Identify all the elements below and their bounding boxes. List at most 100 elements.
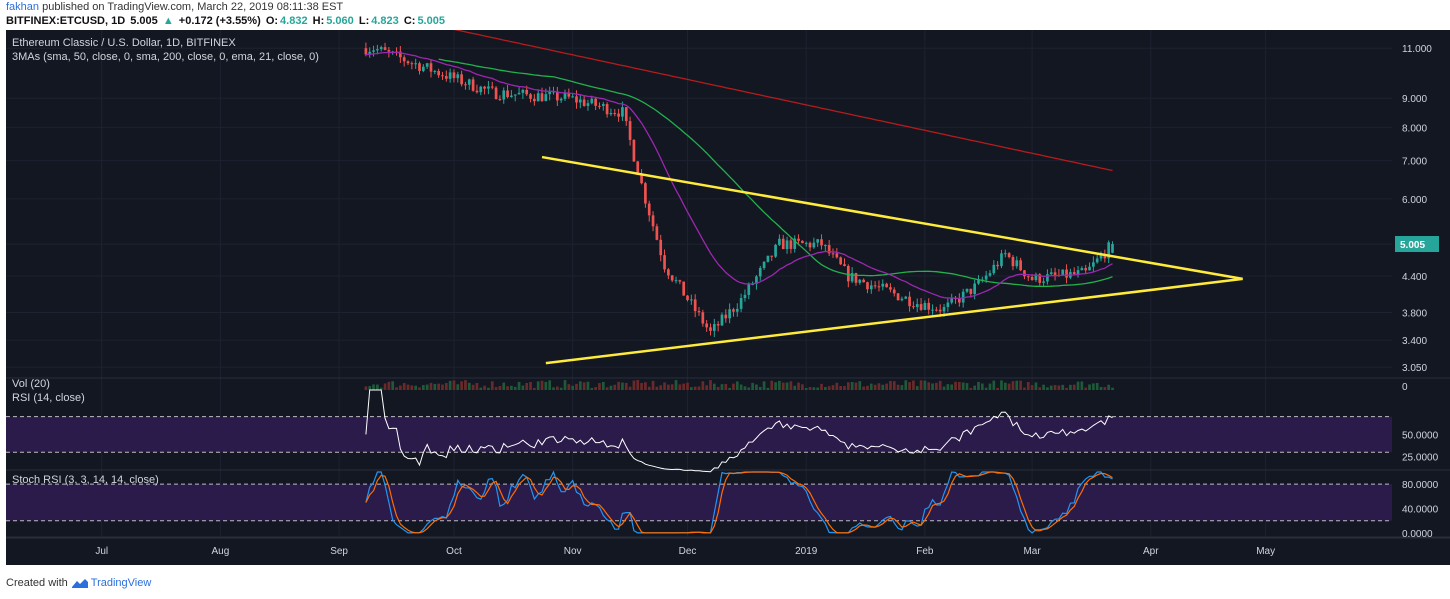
volume-bar — [716, 386, 720, 390]
volume-bar — [621, 382, 624, 390]
candle-body — [490, 86, 494, 88]
tradingview-link[interactable]: TradingView — [90, 577, 152, 589]
volume-bar — [636, 380, 640, 390]
volume-bar — [425, 384, 429, 390]
volume-bar — [705, 385, 708, 390]
price-change: +0.172 (+3.55%) — [178, 15, 261, 27]
volume-bar — [663, 382, 666, 390]
volume-bar — [391, 381, 395, 390]
volume-bar — [552, 387, 555, 390]
volume-bar — [954, 381, 957, 390]
volume-bar — [632, 380, 636, 390]
volume-bar — [418, 387, 421, 390]
volume-bar — [464, 380, 467, 390]
rsi-pane-label: RSI (14, close) — [12, 392, 85, 404]
volume-bar — [559, 387, 563, 390]
volume-bar — [441, 384, 444, 390]
candle-body — [709, 327, 712, 331]
volume-bar — [850, 381, 854, 390]
volume-bar — [536, 381, 540, 390]
volume-bar — [467, 382, 471, 390]
candle-body — [827, 245, 831, 254]
current-price-marker — [1395, 236, 1439, 253]
volume-bar — [483, 385, 486, 390]
candle-body — [881, 283, 885, 287]
price-axis-background — [1392, 30, 1450, 565]
volume-bar — [839, 386, 843, 390]
candle-body — [896, 293, 900, 301]
volume-bar — [724, 383, 728, 390]
volume-bar — [490, 381, 494, 390]
open-label: O: — [265, 15, 279, 27]
volume-bar — [1088, 384, 1091, 390]
author-link[interactable]: fakhan — [6, 1, 40, 13]
candle-body — [667, 269, 670, 276]
volume-bar — [567, 384, 571, 390]
candle-body — [866, 282, 869, 290]
open-value: 4.832 — [280, 15, 308, 27]
candle-body — [1103, 254, 1107, 259]
volume-bar — [908, 382, 911, 390]
candle-body — [793, 238, 797, 249]
candle-body — [399, 51, 402, 58]
candle-body — [1072, 272, 1076, 275]
candle-body — [617, 113, 620, 117]
candle-body — [418, 63, 421, 71]
volume-bar — [1038, 387, 1042, 390]
volume-bar — [1080, 381, 1084, 390]
volume-bar — [751, 382, 754, 390]
volume-bar — [992, 380, 996, 390]
volume-tick-label: 0 — [1402, 382, 1408, 393]
price-chart[interactable]: Jul Aug Sep Oct Nov Dec 2019 Feb Mar Apr May 11.000… — [0, 30, 1450, 570]
x-tick-label: Apr — [1143, 546, 1159, 557]
volume-bar — [923, 380, 927, 390]
volume-bar — [548, 380, 552, 390]
candle-body — [789, 240, 793, 249]
volume-bar — [364, 386, 368, 390]
volume-bar — [892, 381, 896, 390]
low-value: 4.823 — [371, 15, 399, 27]
x-tick-label: Nov — [564, 546, 582, 557]
volume-bar — [667, 384, 670, 390]
volume-bar — [686, 382, 689, 390]
candle-body — [448, 72, 452, 79]
candle-body — [885, 283, 888, 288]
candle-body — [1026, 276, 1030, 278]
candle-body — [712, 324, 716, 331]
volume-bar — [402, 383, 406, 390]
candle-body — [410, 63, 414, 65]
volume-bar — [1076, 381, 1080, 390]
candle-body — [601, 104, 605, 106]
volume-bar — [590, 387, 594, 390]
candle-body — [536, 93, 540, 102]
candle-body — [762, 261, 766, 269]
candle-body — [621, 107, 624, 117]
candle-body — [1034, 274, 1038, 281]
x-tick-label: Oct — [446, 546, 462, 557]
volume-bar — [429, 382, 433, 390]
volume-bar — [659, 385, 663, 390]
price-tick-label: 4.400 — [1402, 272, 1427, 283]
volume-bar — [1030, 385, 1034, 390]
volume-bar — [1000, 380, 1003, 390]
candle-body — [1088, 266, 1091, 271]
candle-body — [735, 308, 739, 312]
candle-body — [1019, 260, 1022, 271]
candle-body — [605, 104, 609, 115]
volume-bar — [498, 386, 502, 390]
volume-bar — [395, 387, 398, 390]
candle-body — [513, 94, 517, 96]
candle-body — [441, 75, 444, 77]
current-price-label: 5.005 — [1400, 240, 1425, 251]
candle-body — [1003, 253, 1007, 255]
candle-body — [854, 272, 858, 283]
candle-body — [1080, 268, 1084, 271]
volume-bar — [709, 380, 712, 390]
volume-bar — [456, 384, 460, 390]
volume-bar — [613, 384, 617, 390]
volume-bar — [831, 385, 835, 390]
volume-bar — [774, 382, 777, 390]
volume-bar — [969, 387, 973, 390]
volume-bar — [988, 383, 992, 390]
x-tick-label: Dec — [679, 546, 697, 557]
